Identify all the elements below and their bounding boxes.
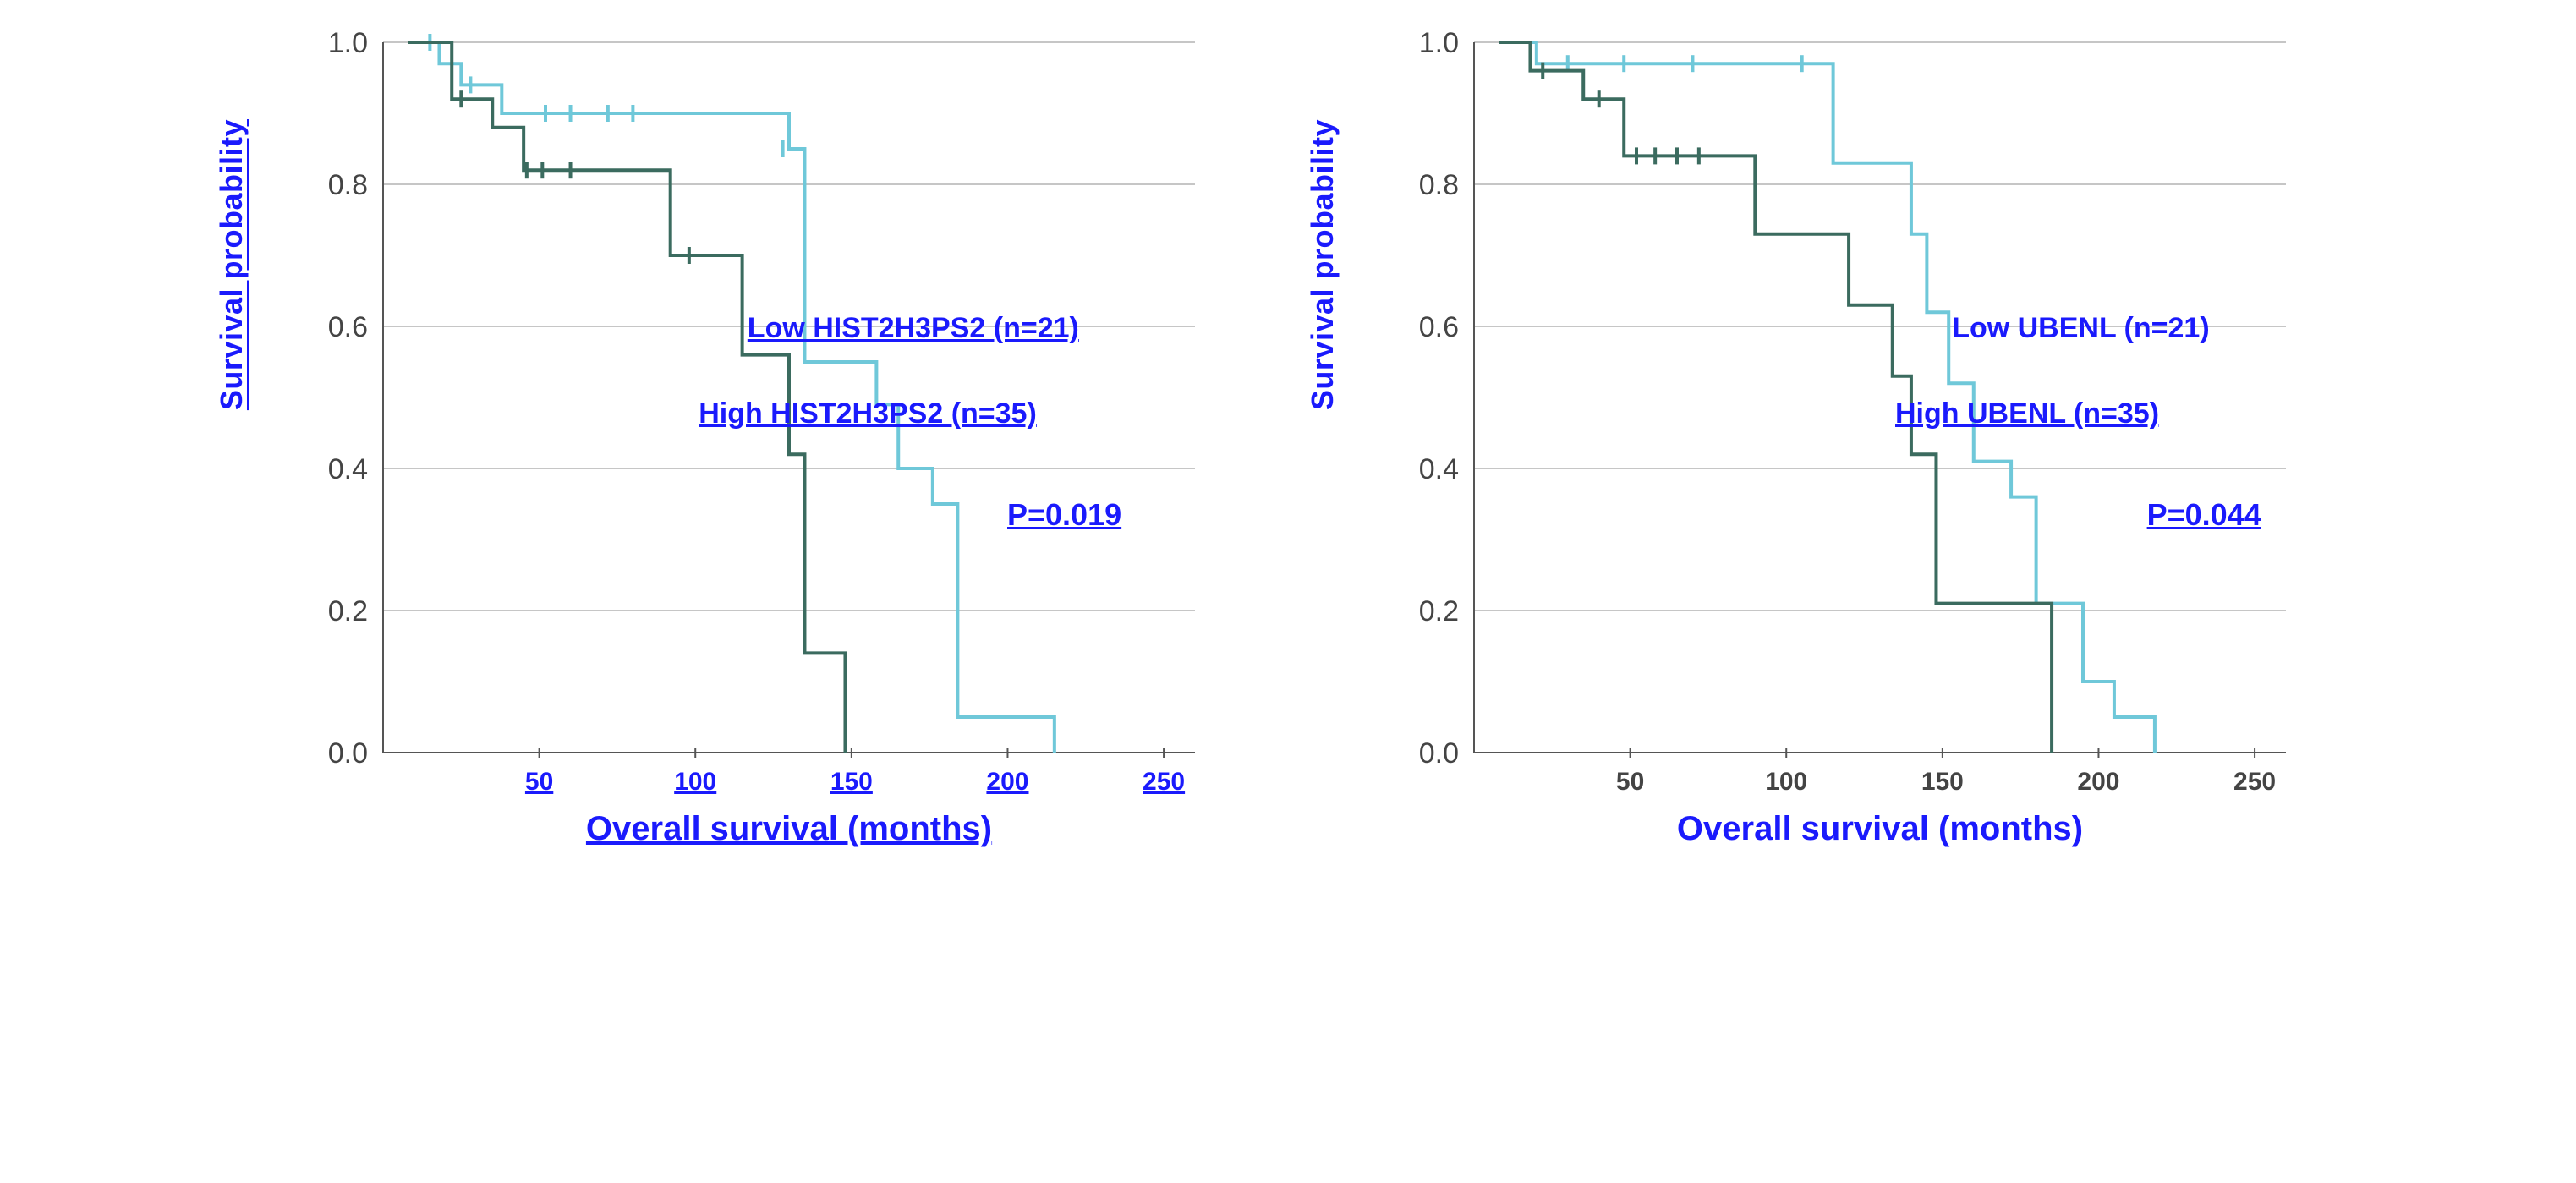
km-chart-hist2h3ps2: Low HIST2H3PS2 (n=21) High HIST2H3PS2 (n=… xyxy=(273,34,1212,848)
x-tick-label: 200 xyxy=(2077,768,2119,796)
y-tick-label: 0.2 xyxy=(328,595,368,627)
x-tick-label: 250 xyxy=(2233,768,2276,796)
series-label: High HIST2H3PS2 (n=35) xyxy=(699,397,1037,430)
y-tick-label: 1.0 xyxy=(1419,27,1459,59)
charts-container: Low HIST2H3PS2 (n=21) High HIST2H3PS2 (n=… xyxy=(273,34,2303,848)
y-tick-label: 0.0 xyxy=(328,737,368,769)
x-tick-label: 50 xyxy=(1616,768,1644,796)
series-label: Low UBENL (n=21) xyxy=(1952,312,2209,345)
y-axis-label: Survival probability xyxy=(1305,119,1340,410)
km-chart-ubenl: Low UBENL (n=21) High UBENL (n=35) P=0.044… xyxy=(1364,34,2303,848)
series-label: High UBENL (n=35) xyxy=(1895,397,2159,430)
y-axis-label: Survival probability xyxy=(214,119,249,410)
p-value: P=0.019 xyxy=(1007,497,1121,533)
y-tick-label: 0.6 xyxy=(328,311,368,343)
y-tick-label: 0.4 xyxy=(1419,453,1459,485)
series-label: Low HIST2H3PS2 (n=21) xyxy=(748,312,1079,345)
y-tick-label: 0.6 xyxy=(1419,311,1459,343)
x-tick-label: 50 xyxy=(525,768,553,796)
y-tick-label: 0.8 xyxy=(328,169,368,201)
y-tick-label: 0.2 xyxy=(1419,595,1459,627)
x-tick-label: 150 xyxy=(1921,768,1964,796)
y-tick-label: 0.8 xyxy=(1419,169,1459,201)
y-tick-label: 0.0 xyxy=(1419,737,1459,769)
x-tick-label: 150 xyxy=(830,768,873,796)
y-tick-label: 1.0 xyxy=(328,27,368,59)
plot-area: 0.00.20.40.60.81.050100150200250 xyxy=(1389,34,2303,803)
x-tick-label: 200 xyxy=(986,768,1028,796)
p-value: P=0.044 xyxy=(2147,497,2261,533)
x-tick-label: 100 xyxy=(1765,768,1807,796)
x-tick-label: 250 xyxy=(1143,768,1185,796)
x-tick-label: 100 xyxy=(674,768,716,796)
x-axis-label: Overall survival (months) xyxy=(383,810,1195,848)
y-tick-label: 0.4 xyxy=(328,453,368,485)
x-axis-label: Overall survival (months) xyxy=(1474,810,2286,848)
